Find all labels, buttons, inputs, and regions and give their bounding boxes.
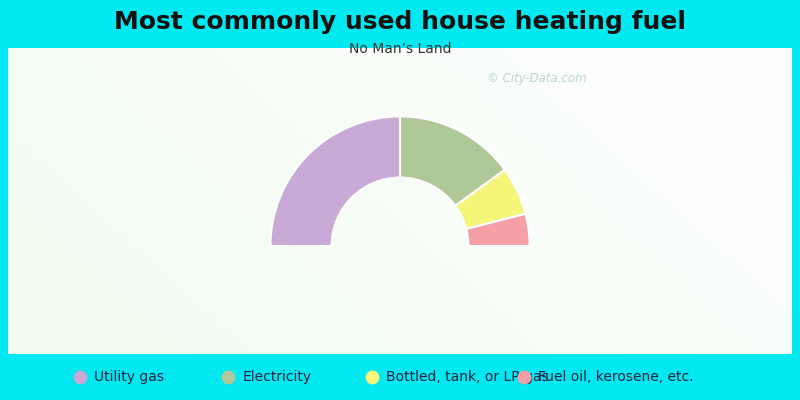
Wedge shape [466, 214, 530, 246]
Text: Most commonly used house heating fuel: Most commonly used house heating fuel [114, 10, 686, 34]
Text: Utility gas: Utility gas [94, 370, 165, 384]
Text: Bottled, tank, or LP gas: Bottled, tank, or LP gas [386, 370, 549, 384]
Text: No Man’s Land: No Man’s Land [349, 42, 451, 56]
Text: Fuel oil, kerosene, etc.: Fuel oil, kerosene, etc. [538, 370, 694, 384]
Text: Electricity: Electricity [242, 370, 311, 384]
Wedge shape [455, 170, 526, 229]
Wedge shape [270, 116, 400, 246]
Text: © City-Data.com: © City-Data.com [486, 72, 586, 86]
Wedge shape [400, 116, 505, 206]
